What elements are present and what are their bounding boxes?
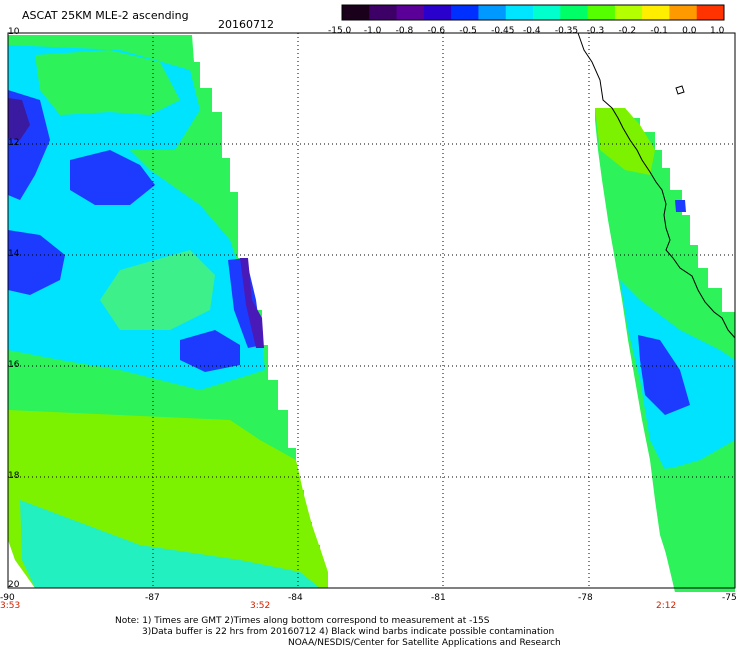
lon-label: -87 [145, 593, 160, 603]
lat-label: 16 [8, 360, 20, 370]
right-swath-blue-2 [675, 200, 686, 212]
map-date: 20160712 [218, 18, 274, 31]
lat-label: 10 [8, 27, 20, 37]
color-scale-segment [396, 5, 425, 20]
right-swath-blue [638, 335, 690, 415]
color-scale-label: -0.1 [650, 26, 668, 36]
pass-time-label: 3:53 [0, 601, 21, 611]
left-swath-green-patch [35, 50, 180, 115]
lat-label: 12 [8, 138, 20, 148]
left-swath-blue-4 [180, 330, 240, 372]
color-scale-segment [669, 5, 698, 20]
color-scale-segment [451, 5, 479, 20]
pass-time-label: 2:12 [656, 601, 677, 611]
lat-label: 20 [8, 580, 20, 590]
left-swath-cyan-south [20, 500, 320, 588]
color-scale-segment [614, 5, 643, 20]
color-scale-frame [341, 4, 725, 21]
color-scale-segment [560, 5, 589, 20]
right-swath [595, 108, 735, 592]
left-swath-green-patch-2 [100, 250, 215, 330]
color-scale-segment [342, 5, 370, 20]
color-scale-label: -0.45 [491, 26, 515, 36]
color-scale-label: -0.6 [427, 26, 446, 36]
left-swath-violet-2 [240, 258, 264, 348]
lon-label: -75 [722, 593, 737, 603]
color-scale-segment [423, 5, 452, 20]
pass-time-label: 3:52 [250, 601, 271, 611]
footnote-line-3: NOAA/NESDIS/Center for Satellite Applica… [288, 638, 561, 648]
color-scale-label: -1.0 [363, 26, 382, 36]
lon-label: -84 [288, 593, 303, 603]
lat-label: 14 [8, 249, 20, 259]
left-swath-blue-3 [8, 230, 65, 295]
color-scale-label: -0.3 [586, 26, 605, 36]
color-scale-segment [533, 5, 561, 20]
color-scale-segment [369, 5, 398, 20]
map-title: ASCAT 25KM MLE-2 ascending [22, 9, 189, 22]
island [675, 85, 685, 95]
color-scale-label: -0.5 [459, 26, 477, 36]
lat-label: 18 [8, 471, 20, 481]
color-scale-label: 0.0 [682, 26, 697, 36]
color-scale-label: 1.0 [710, 26, 725, 36]
footnote-line-2: 3)Data buffer is 22 hrs from 20160712 4)… [142, 627, 555, 637]
lon-label: -78 [578, 593, 593, 603]
color-scale-bar [341, 4, 725, 21]
left-swath [8, 35, 328, 588]
coastline [577, 32, 736, 339]
right-swath-lime [595, 108, 655, 175]
left-swath-violet-1 [8, 98, 30, 140]
color-scale-label: -0.35 [554, 26, 579, 36]
color-scale-segment [642, 5, 670, 20]
color-scale-label: -0.8 [395, 26, 414, 36]
color-scale-label: -0.4 [523, 26, 541, 36]
lon-label: -81 [431, 593, 446, 603]
map-frame [7, 32, 736, 589]
color-scale-segment [478, 5, 507, 20]
color-scale-segment [587, 5, 616, 20]
color-scale-label: -15.0 [328, 26, 352, 36]
footnote-line-1: Note: 1) Times are GMT 2)Times along bot… [115, 616, 490, 626]
color-scale-segment [505, 5, 534, 20]
color-scale-label: -0.2 [618, 26, 637, 36]
right-swath-green-south [652, 465, 735, 592]
lon-label: -90 [0, 593, 15, 603]
left-swath-blue-2 [70, 150, 155, 205]
color-scale-segment [696, 5, 725, 20]
